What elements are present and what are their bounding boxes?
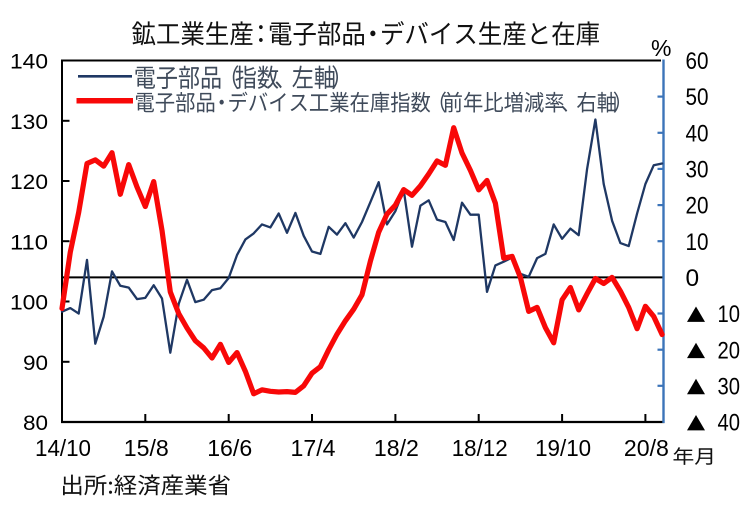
- svg-text:20/8: 20/8: [624, 435, 669, 461]
- svg-text:0: 0: [686, 265, 700, 292]
- svg-text:30: 30: [718, 373, 741, 400]
- svg-text:19/10: 19/10: [535, 435, 591, 461]
- svg-text:14/10: 14/10: [35, 435, 91, 461]
- svg-text:20: 20: [718, 337, 741, 364]
- svg-text:30: 30: [686, 157, 709, 184]
- svg-text:15/8: 15/8: [124, 435, 169, 461]
- svg-text:120: 120: [10, 171, 48, 194]
- svg-text:18/12: 18/12: [452, 435, 508, 461]
- svg-text:10: 10: [686, 229, 709, 256]
- svg-text:90: 90: [23, 352, 48, 375]
- svg-text:10: 10: [718, 301, 741, 328]
- svg-text:60: 60: [686, 48, 709, 75]
- svg-text:18/2: 18/2: [374, 435, 419, 461]
- svg-text:20: 20: [686, 193, 709, 220]
- svg-text:50: 50: [686, 84, 709, 111]
- svg-text:110: 110: [10, 231, 48, 254]
- svg-text:40: 40: [718, 410, 741, 437]
- svg-text:130: 130: [10, 111, 48, 134]
- svg-text:16/6: 16/6: [207, 435, 252, 461]
- svg-text:100: 100: [10, 292, 48, 315]
- svg-text:40: 40: [686, 120, 709, 147]
- svg-text:140: 140: [10, 51, 48, 74]
- svg-text:%: %: [651, 35, 671, 61]
- svg-text:80: 80: [23, 412, 48, 435]
- svg-text:17/4: 17/4: [291, 435, 336, 461]
